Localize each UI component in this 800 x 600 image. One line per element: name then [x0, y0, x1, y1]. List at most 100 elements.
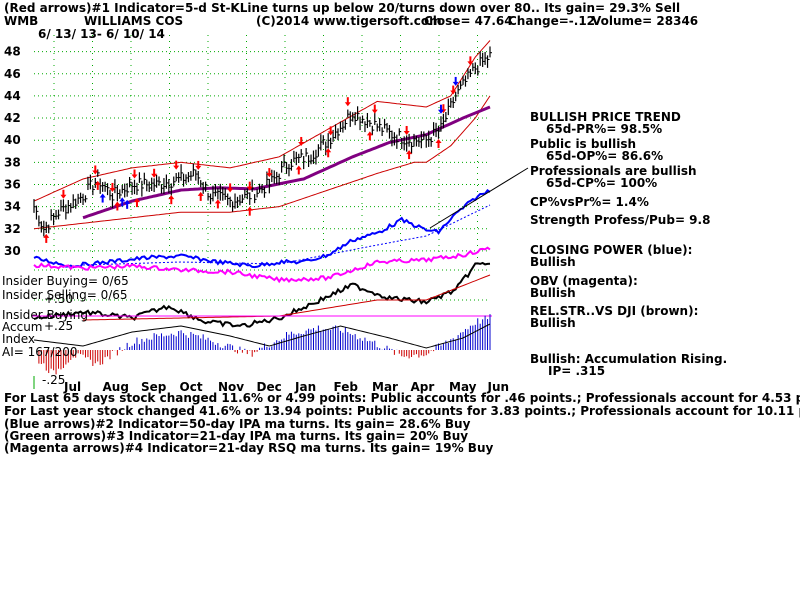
moving-average-line — [82, 105, 491, 220]
blue-arrow-head — [124, 199, 131, 204]
copyright-text: (C)2014 www.tigersoft.com — [256, 14, 442, 28]
date-range: 6/ 13/ 13- 6/ 10/ 14 — [38, 27, 165, 41]
ip-value: IP= .315 — [548, 364, 605, 378]
buy-arrow-head — [114, 201, 121, 206]
blue-arrow-head — [119, 197, 126, 202]
buy-arrow-head — [133, 198, 140, 203]
buy-arrow-head — [168, 195, 175, 200]
y-tick-label: 44 — [4, 89, 21, 103]
footer-year: For Last year stock changed 41.6% or 13.… — [4, 404, 800, 418]
index-label: Index — [2, 332, 35, 346]
buy-arrow-head — [214, 199, 221, 204]
close-price: Close= 47.64 — [424, 14, 513, 28]
accumulation-rising: Bullish: Accumulation Rising. — [530, 352, 727, 366]
month-label: Oct — [180, 380, 203, 394]
company-name: WILLIAMS COS — [84, 14, 183, 28]
signal-arrows — [43, 56, 474, 243]
accum-label: Accum — [2, 320, 43, 334]
month-label: Mar — [372, 380, 398, 394]
public-bullish: Public is bullish — [530, 137, 636, 151]
sell-arrow-head — [266, 173, 273, 178]
accumulation-ma-line — [33, 323, 491, 349]
header-indicator-line: (Red arrows)#1 Indicator=5-d St-KLine tu… — [4, 1, 680, 15]
relstr-state: Bullish — [530, 316, 576, 330]
relative-strength-ma-line — [82, 274, 491, 321]
sell-arrow-head — [131, 174, 138, 179]
accum-plus50-label: +.50 — [44, 292, 73, 306]
relstr-label: REL.STR..VS DJI (brown): — [530, 304, 698, 318]
buy-arrow-head — [295, 165, 302, 170]
sell-arrow-head — [298, 141, 305, 146]
sell-arrow-head — [371, 109, 378, 114]
sell-arrow-head — [151, 173, 158, 178]
insider-buying-label: Insider Buying — [2, 308, 88, 322]
footer-blue-arrows: (Blue arrows)#2 Indicator=50-day IPA ma … — [4, 417, 471, 431]
month-label: Apr — [411, 380, 435, 394]
closing-power-state: Bullish — [530, 255, 576, 269]
insider-selling-count: Insider Selling= 0/65 — [2, 288, 128, 302]
buy-arrow-head — [435, 138, 442, 143]
sell-arrow-head — [344, 102, 351, 107]
buy-arrow-head — [366, 131, 373, 136]
month-label: Feb — [334, 380, 359, 394]
y-tick-label: 40 — [4, 133, 21, 147]
sell-arrow-head — [403, 130, 410, 135]
buy-arrow-head — [94, 180, 101, 185]
sell-arrow-head — [246, 186, 253, 191]
month-label: Jul — [63, 380, 81, 394]
y-tick-label: 46 — [4, 67, 21, 81]
sell-arrow-head — [60, 194, 67, 199]
blue-arrow-head — [99, 193, 106, 198]
y-tick-label: 30 — [4, 244, 21, 258]
sell-arrow-head — [195, 165, 202, 170]
sell-arrow-head — [450, 90, 457, 95]
upper-band-line — [33, 40, 491, 202]
buy-arrow-head — [325, 148, 332, 153]
pr-percent: 65d-PR%= 98.5% — [546, 122, 662, 136]
month-label: Jun — [487, 380, 510, 394]
accumulation-bars — [38, 314, 491, 375]
price-bars — [33, 46, 492, 237]
buy-arrow-head — [246, 206, 253, 211]
y-tick-label: 42 — [4, 111, 21, 125]
y-tick-label: 48 — [4, 45, 21, 59]
month-label: Dec — [257, 380, 282, 394]
blue-arrow-head — [452, 81, 459, 86]
accum-minus25-label: -.25 — [42, 373, 65, 387]
sell-arrow-head — [467, 61, 474, 66]
cp-percent: 65d-CP%= 100% — [546, 176, 657, 190]
lower-band-line — [33, 95, 491, 230]
month-label: Nov — [218, 380, 244, 394]
sell-arrow-head — [173, 165, 180, 170]
volume: Volume= 28346 — [592, 14, 698, 28]
trend-line — [429, 167, 529, 229]
cp-vs-pr: CP%vsPr%= 1.4% — [530, 195, 649, 209]
month-axis: Jul Aug Sep Oct Nov Dec Jan Feb Mar Apr May Jun — [63, 380, 509, 394]
closing-power-line — [33, 189, 491, 269]
buy-arrow-head — [197, 191, 204, 196]
footer-magenta-arrows: (Magenta arrows)#4 Indicator=21-day RSQ … — [4, 441, 494, 455]
strength-profess-pub: Strength Profess/Pub= 9.8 — [530, 213, 710, 227]
accum-plus25-label: +.25 — [44, 319, 73, 333]
insider-buying-count: Insider Buying= 0/65 — [2, 274, 129, 288]
price-axis: 30 32 34 36 38 40 42 44 46 48 — [4, 45, 21, 258]
y-tick-label: 36 — [4, 177, 21, 191]
buy-arrow-head — [43, 233, 50, 238]
bullish-price-trend: BULLISH PRICE TREND — [530, 110, 681, 124]
month-label: Sep — [141, 380, 167, 394]
sell-arrow-head — [227, 188, 234, 193]
obv-state: Bullish — [530, 286, 576, 300]
footer-green-arrows: (Green arrows)#3 Indicator=21-day IPA ma… — [4, 429, 468, 443]
obv-label: OBV (magenta): — [530, 274, 638, 288]
ticker-symbol: WMB — [4, 14, 38, 28]
ai-label: AI= 167/200 — [2, 345, 77, 359]
blue-arrow-head — [437, 109, 444, 114]
sell-arrow-head — [327, 131, 334, 136]
price-change: Change=-.12 — [508, 14, 595, 28]
pros-bullish: Professionals are bullish — [530, 164, 697, 178]
closing-power-label: CLOSING POWER (blue): — [530, 243, 692, 257]
op-percent: 65d-OP%= 86.6% — [546, 149, 663, 163]
month-label: Jan — [294, 380, 316, 394]
obv-line — [33, 246, 491, 284]
